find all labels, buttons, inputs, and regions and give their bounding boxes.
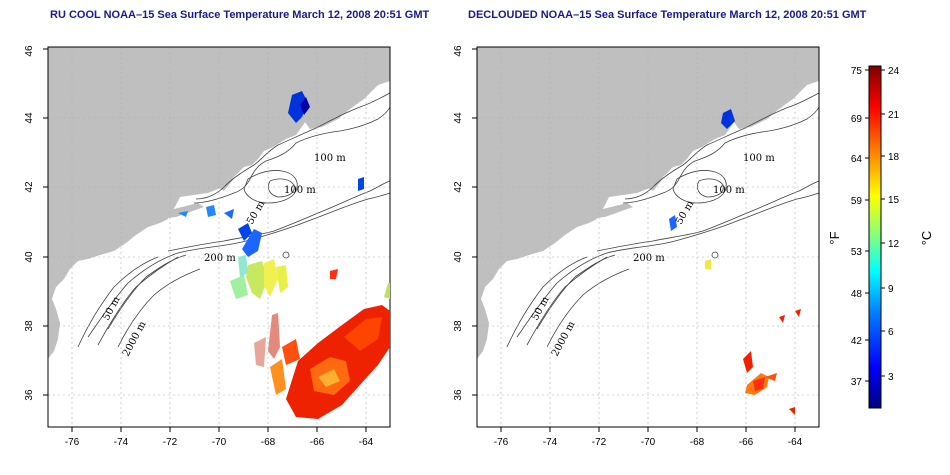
left-x-axis: -76 -74 -72 -70 -68 -66 -64 [65,437,374,448]
right-map-panel: 100 m 100 m 50 m 200 m 50 m 2000 m -76 -… [453,45,820,448]
contour-label-100m-right: 100 m [743,153,775,164]
y-tick-label: 38 [24,320,35,332]
fahrenheit-tick: 42 [851,336,863,347]
celsius-tick: 18 [888,152,900,163]
x-tick-label: -74 [543,437,558,448]
contour-label-100m-left-2: 100 m [284,185,316,196]
celsius-tick: 6 [888,327,894,338]
y-tick-label: 40 [453,251,464,263]
x-tick-label: -66 [310,437,325,448]
x-tick-label: -68 [690,437,705,448]
x-tick-label: -72 [592,437,607,448]
y-tick-label: 46 [24,45,35,57]
left-map-title: RU COOL NOAA–15 Sea Surface Temperature … [50,9,430,21]
fahrenheit-scale: 75 69 64 59 53 48 42 37 [851,66,863,388]
y-tick-label: 46 [453,45,464,57]
x-tick-label: -76 [65,437,80,448]
y-tick-label: 44 [453,112,464,124]
x-tick-label: -64 [359,437,374,448]
contour-label-200m-right: 200 m [633,253,665,264]
celsius-tick: 9 [888,284,894,295]
contour-label-200m-left: 200 m [204,253,236,264]
celsius-tick: 24 [888,66,900,77]
celsius-scale: 24 21 18 15 12 9 6 3 [888,66,900,383]
x-tick-label: -70 [641,437,656,448]
colorbar-gradient [868,65,882,409]
y-tick-label: 44 [24,112,35,124]
fahrenheit-unit-label: °F [827,231,842,244]
fahrenheit-tick: 59 [851,196,863,207]
x-tick-label: -76 [494,437,509,448]
celsius-tick: 3 [888,372,894,383]
celsius-tick: 15 [888,195,900,206]
right-map-title: DECLOUDED NOAA–15 Sea Surface Temperatur… [468,9,867,21]
fahrenheit-tick: 48 [851,289,863,300]
contour-label-100m-left: 100 m [314,153,346,164]
y-tick-label: 38 [453,320,464,332]
x-tick-label: -64 [788,437,803,448]
x-tick-label: -72 [163,437,178,448]
x-tick-label: -66 [739,437,754,448]
fahrenheit-tick: 69 [851,114,863,125]
y-tick-label: 40 [24,251,35,263]
left-y-axis: 36 38 40 42 44 46 [24,45,35,401]
fahrenheit-tick: 53 [851,247,863,258]
x-tick-label: -68 [261,437,276,448]
fahrenheit-tick: 37 [851,377,863,388]
contour-label-2000m-right: 2000 m [550,319,578,358]
y-tick-label: 42 [24,181,35,193]
contour-label-100m-right-2: 100 m [713,185,745,196]
y-tick-label: 42 [453,181,464,193]
contour-label-50m-left: 50 m [245,199,267,227]
temperature-colorbar: 75 69 64 59 53 48 42 37 24 21 18 15 12 9… [827,65,934,409]
right-x-axis: -76 -74 -72 -70 -68 -66 -64 [494,437,803,448]
fahrenheit-tick: 75 [851,66,863,77]
y-tick-label: 36 [453,389,464,401]
x-tick-label: -74 [114,437,129,448]
x-tick-label: -70 [212,437,227,448]
y-tick-label: 36 [24,389,35,401]
sst-patches-right [669,109,801,415]
contour-label-2000m-left: 2000 m [121,319,149,358]
fahrenheit-tick: 64 [851,154,863,165]
contour-label-50m-right: 50 m [674,199,696,227]
celsius-tick: 12 [888,239,900,250]
celsius-tick: 21 [888,110,900,121]
celsius-unit-label: °C [919,231,934,246]
left-map-panel: 100 m 100 m 50 m 200 m 50 m 2000 m -76 -… [24,45,391,448]
sst-patches-left [178,91,390,419]
right-y-axis: 36 38 40 42 44 46 [453,45,464,401]
